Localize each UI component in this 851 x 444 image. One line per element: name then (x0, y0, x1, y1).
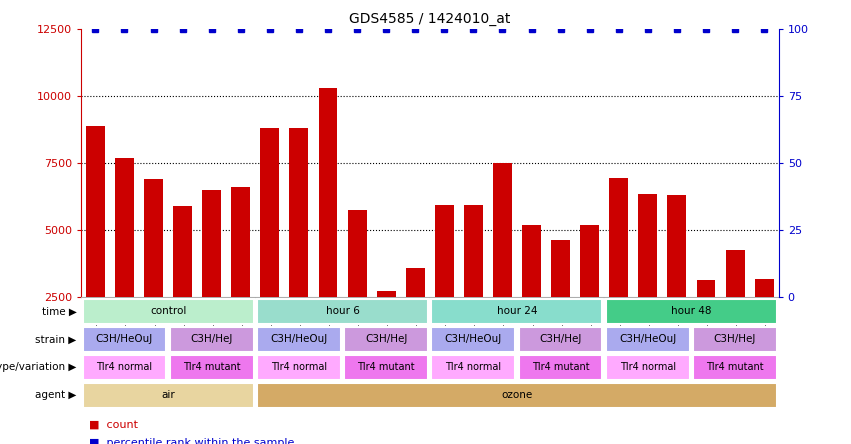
Bar (231, 187, 250, 365)
Text: C3H/HeOuJ: C3H/HeOuJ (620, 334, 677, 345)
Text: Tlr4 mutant: Tlr4 mutant (357, 362, 415, 373)
Text: air: air (161, 390, 175, 400)
Text: ■  percentile rank within the sample: ■ percentile rank within the sample (89, 438, 294, 444)
Bar (493, 163, 512, 365)
Bar (431, 355, 515, 380)
Bar (694, 327, 777, 352)
Text: strain ▶: strain ▶ (36, 334, 77, 345)
Bar (580, 225, 599, 365)
Bar (257, 327, 340, 352)
Bar (431, 299, 603, 324)
Bar (406, 268, 425, 365)
Text: ■  count: ■ count (89, 420, 139, 429)
Bar (606, 299, 777, 324)
Text: C3H/HeOuJ: C3H/HeOuJ (271, 334, 328, 345)
Text: C3H/HeJ: C3H/HeJ (365, 334, 408, 345)
Bar (170, 355, 254, 380)
Bar (289, 128, 308, 365)
Bar (318, 88, 338, 365)
Bar (755, 279, 774, 365)
Bar (606, 327, 689, 352)
Text: Tlr4 normal: Tlr4 normal (271, 362, 327, 373)
Text: hour 24: hour 24 (497, 306, 537, 317)
Text: Tlr4 normal: Tlr4 normal (96, 362, 152, 373)
Bar (173, 206, 192, 365)
Bar (257, 299, 428, 324)
Text: ozone: ozone (501, 390, 533, 400)
Bar (377, 291, 396, 365)
Bar (435, 205, 454, 365)
Text: genotype/variation ▶: genotype/variation ▶ (0, 362, 77, 373)
Text: time ▶: time ▶ (42, 306, 77, 317)
Text: C3H/HeOuJ: C3H/HeOuJ (445, 334, 502, 345)
Bar (345, 355, 428, 380)
Bar (83, 383, 254, 408)
Bar (144, 179, 163, 365)
Text: control: control (150, 306, 186, 317)
Bar (609, 178, 628, 365)
Bar (667, 195, 687, 365)
Bar (551, 240, 570, 365)
Text: C3H/HeJ: C3H/HeJ (540, 334, 582, 345)
Title: GDS4585 / 1424010_at: GDS4585 / 1424010_at (349, 12, 511, 27)
Bar (83, 327, 166, 352)
Text: hour 48: hour 48 (671, 306, 711, 317)
Bar (86, 126, 105, 365)
Bar (260, 128, 279, 365)
Bar (694, 355, 777, 380)
Bar (726, 250, 745, 365)
Bar (464, 205, 483, 365)
Bar (519, 355, 603, 380)
Text: Tlr4 mutant: Tlr4 mutant (706, 362, 764, 373)
Bar (606, 355, 689, 380)
Bar (83, 355, 166, 380)
Bar (345, 327, 428, 352)
Bar (519, 327, 603, 352)
Bar (83, 299, 254, 324)
Bar (431, 327, 515, 352)
Text: Tlr4 normal: Tlr4 normal (445, 362, 501, 373)
Text: C3H/HeJ: C3H/HeJ (191, 334, 233, 345)
Bar (696, 280, 716, 365)
Text: hour 6: hour 6 (326, 306, 359, 317)
Text: Tlr4 mutant: Tlr4 mutant (532, 362, 590, 373)
Bar (347, 210, 367, 365)
Text: C3H/HeOuJ: C3H/HeOuJ (96, 334, 153, 345)
Text: Tlr4 mutant: Tlr4 mutant (183, 362, 241, 373)
Text: agent ▶: agent ▶ (35, 390, 77, 400)
Bar (115, 158, 134, 365)
Bar (522, 225, 541, 365)
Bar (203, 190, 221, 365)
Text: C3H/HeJ: C3H/HeJ (714, 334, 757, 345)
Bar (257, 355, 340, 380)
Bar (638, 194, 657, 365)
Text: Tlr4 normal: Tlr4 normal (620, 362, 676, 373)
Bar (170, 327, 254, 352)
Bar (257, 383, 777, 408)
